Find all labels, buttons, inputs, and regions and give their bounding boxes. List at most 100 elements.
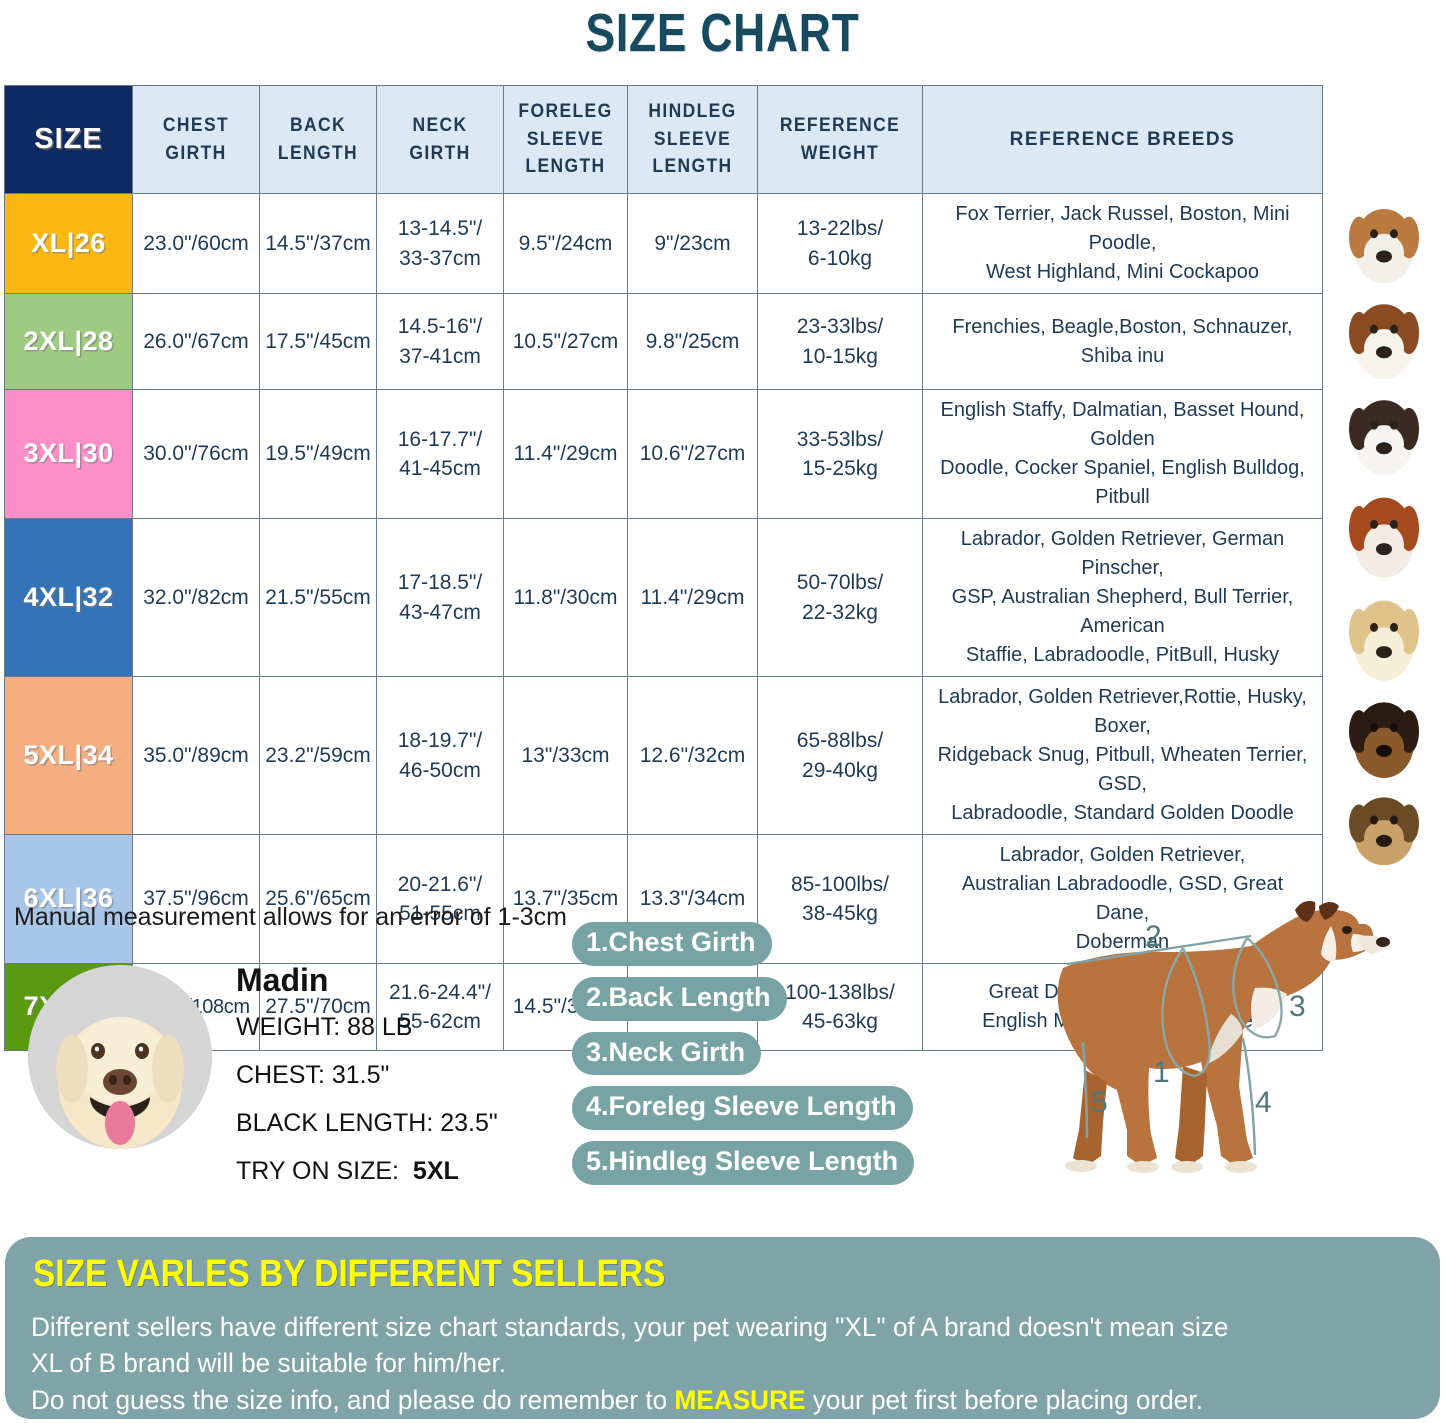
- legend-row: 5.Hindleg Sleeve Length: [572, 1141, 915, 1196]
- cell-back-length: 25.6"/65cm: [259, 834, 377, 964]
- cell-neck-girth: 13-14.5"/ 33-37cm: [376, 193, 504, 294]
- cell-line: 14.5-16"/: [397, 315, 483, 339]
- table-row: 5XL|34 35.0"/89cm 23.2"/59cm 18-19.7"/ 46-50…: [4, 676, 1323, 835]
- cell-chest-girth: 23.0"/60cm: [132, 193, 260, 294]
- cell-line: 43-47cm: [399, 600, 481, 624]
- table-row: 3XL|30 30.0"/76cm 19.5"/49cm 16-17.7"/ 41-45…: [4, 389, 1323, 519]
- diagram-marker-3: 3: [1289, 990, 1306, 1023]
- cell-line: Labrador, Golden Retriever,Rottie, Husky…: [938, 686, 1307, 737]
- header-neck-girth: NECK GIRTH: [376, 85, 504, 194]
- size-badge-cell: 6XL|36: [4, 834, 133, 964]
- cell-reference-weight: 23-33lbs/10-15kg: [757, 293, 923, 390]
- cell-line: 20-21.6"/: [397, 872, 483, 896]
- cell-reference-weight: 65-88lbs/29-40kg: [757, 676, 923, 835]
- cell-back-length: 21.5"/55cm: [259, 518, 377, 677]
- header-back-length: BACK LENGTH: [259, 85, 377, 194]
- cell-line: Labrador, Golden Retriever,: [999, 844, 1246, 866]
- header-reference-weight: REFERENCE WEIGHT: [757, 85, 923, 194]
- legend-row: 3.Neck Girth: [572, 1031, 914, 1087]
- legend-row: 2.Back Length: [572, 976, 914, 1032]
- header-row: SIZE CHEST GIRTH BACK LENGTH NECK GIRTH: [4, 85, 1323, 194]
- header-line: BACK: [289, 114, 347, 136]
- table-row: 2XL|28 26.0"/67cm 17.5"/45cm 14.5-16"/ 37-41…: [4, 293, 1323, 390]
- cell-line: 65-88lbs/: [796, 729, 884, 753]
- warning-heading: SIZE VARLES BY DIFFERENT SELLERS: [33, 1253, 666, 1295]
- header-line: GIRTH: [409, 142, 471, 164]
- cell-foreleg-sleeve-length: 13.7"/35cm: [503, 834, 628, 964]
- cell-foreleg-sleeve-length: 13"/33cm: [503, 676, 628, 835]
- header-foreleg-sleeve-length: FORELEG SLEEVE LENGTH: [503, 85, 628, 194]
- warning-measure-highlight: MEASURE: [674, 1384, 806, 1415]
- header-line: CHEST: [162, 114, 230, 136]
- cell-line: West Highland, Mini Cockapoo: [985, 261, 1260, 283]
- cell-reference-breeds: Fox Terrier, Jack Russel, Boston, Mini P…: [922, 193, 1323, 294]
- cell-neck-girth: 18-19.7"/ 46-50cm: [376, 676, 504, 835]
- header-line: FORELEG: [518, 101, 613, 123]
- cell-hindleg-sleeve-length: 9"/23cm: [627, 193, 758, 294]
- header-line: LENGTH: [525, 156, 606, 178]
- cell-line: 46-50cm: [399, 758, 481, 782]
- cell-line: 15-25kg: [802, 457, 878, 480]
- profile-try-on-size: TRY ON SIZE: 5XL: [236, 1157, 498, 1186]
- golden-retriever-icon: [1349, 600, 1419, 681]
- cell-foreleg-sleeve-length: 10.5"/27cm: [503, 293, 628, 390]
- cell-line: 23-33lbs/: [796, 315, 884, 339]
- breed-thumbnail-german-shepherd: [1332, 683, 1436, 780]
- cell-line: 21.6-24.4"/: [388, 980, 492, 1004]
- measurement-error-note: Manual measurement allows for an error o…: [14, 903, 568, 931]
- cell-chest-girth: 26.0"/67cm: [132, 293, 260, 390]
- cell-reference-weight: 85-100lbs/38-45kg: [757, 834, 923, 964]
- header-line: WEIGHT: [800, 142, 880, 164]
- legend-pill-4: 4.Foreleg Sleeve Length: [572, 1086, 913, 1130]
- cell-line: 100-138lbs/: [785, 980, 895, 1004]
- cell-hindleg-sleeve-length: 12.6"/32cm: [627, 676, 758, 835]
- header-hindleg-sleeve-length: HINDLEG SLEEVE LENGTH: [627, 85, 758, 194]
- cell-neck-girth: 20-21.6"/ 51-55cm: [376, 834, 504, 964]
- cell-line: 6-10kg: [807, 246, 873, 270]
- cell-back-length: 14.5"/37cm: [259, 193, 377, 294]
- cell-line: Doodle, Cocker Spaniel, English Bulldog,…: [940, 457, 1305, 508]
- cell-line: Labrador, Golden Retriever, German Pinsc…: [960, 528, 1285, 579]
- cell-back-length: 23.2"/59cm: [259, 676, 377, 835]
- diagram-marker-2: 2: [1145, 920, 1162, 953]
- header-line: LENGTH: [277, 142, 359, 164]
- profile-back-length: BLACK LENGTH: 23.5": [236, 1109, 498, 1137]
- cell-line: 17-18.5"/: [397, 571, 483, 595]
- cell-hindleg-sleeve-length: 10.6"/27cm: [627, 389, 758, 519]
- cell-neck-girth: 16-17.7"/ 41-45cm: [376, 389, 504, 519]
- size-badge-cell: XL|26: [4, 193, 133, 294]
- warning-body: Different sellers have different size ch…: [31, 1309, 1381, 1418]
- cell-back-length: 27.5"/70cm: [259, 963, 377, 1051]
- measurement-legend: 1.Chest Girth 2.Back Length 3.Neck Girth 4.…: [572, 922, 915, 1196]
- diagram-marker-1: 1: [1153, 1056, 1170, 1089]
- cell-line: 45-63kg: [802, 1010, 878, 1033]
- profile-weight: WEIGHT: 88 LB: [236, 1013, 413, 1041]
- breed-thumbnail-jack-russell-terrier: [1332, 190, 1436, 285]
- cell-line: 38-45kg: [802, 902, 878, 925]
- cell-line: 50-70lbs/: [796, 571, 884, 595]
- cell-line: 41-45cm: [399, 457, 481, 480]
- dog-body-shape: [1057, 901, 1390, 1173]
- header-line: REFERENCE: [779, 114, 901, 136]
- dog-measurement-diagram: 2 1 3 4 5: [955, 890, 1445, 1195]
- cell-line: Frenchies, Beagle,Boston, Schnauzer, Shi…: [952, 315, 1293, 367]
- size-badge-cell: 2XL|28: [4, 293, 133, 390]
- cell-line: 16-17.7"/: [397, 427, 483, 451]
- cell-foreleg-sleeve-length: 11.8"/30cm: [503, 518, 628, 677]
- cell-foreleg-sleeve-length: 11.4"/29cm: [503, 389, 628, 519]
- profile-dog-photo: [28, 965, 212, 1149]
- beagle-icon: [1349, 304, 1419, 380]
- warning-line-3: Do not guess the size info, and please d…: [31, 1382, 1381, 1418]
- warning-line-3-suffix: your pet first before placing order.: [805, 1384, 1203, 1415]
- table-row: 6XL|36 37.5"/96cm 25.6"/65cm 20-21.6"/ 51-55…: [4, 834, 1323, 964]
- breed-thumbnail-american-staffordshire-terrier: [1332, 477, 1436, 580]
- cell-line: 51-55cm: [399, 902, 481, 925]
- size-badge-cell: 4XL|32: [4, 518, 133, 677]
- legend-pill-5: 5.Hindleg Sleeve Length: [572, 1141, 915, 1185]
- size-badge-cell: 3XL|30: [4, 389, 133, 519]
- cell-foreleg-sleeve-length: 9.5"/24cm: [503, 193, 628, 294]
- header-line: GIRTH: [165, 142, 227, 164]
- header-line: SLEEVE: [653, 128, 732, 150]
- cell-line: Australian Labradoodle, GSD, Great Dane,: [961, 873, 1284, 924]
- cell-reference-weight: 13-22lbs/6-10kg: [757, 193, 923, 294]
